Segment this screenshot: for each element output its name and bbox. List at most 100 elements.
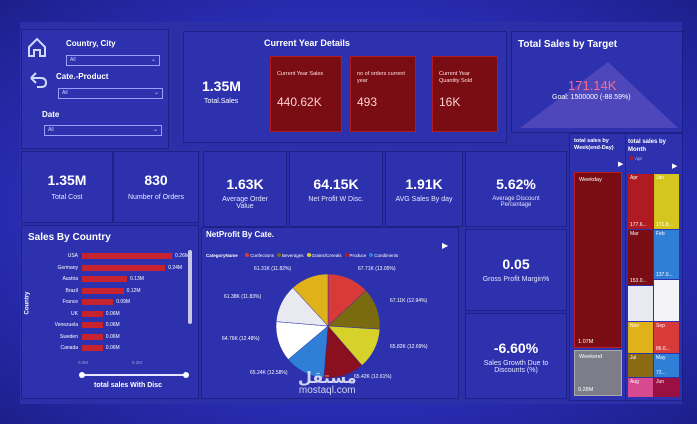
kpi-net-profit: 64.15K Net Profit W Disc. [290,152,382,226]
weekend-label: Weekend [579,354,603,360]
current-year-sales-box: Current Year Sales 440.62K [270,56,342,132]
bar-category-label: Germany [57,264,78,271]
country-bar[interactable] [82,322,103,328]
month-cell-label: Jun [656,379,665,385]
country-bar[interactable] [82,287,124,294]
month-legend-label: Apr [635,156,643,161]
chart-next-icon[interactable]: ▶ [618,161,624,168]
month-cell[interactable]: May 72... [654,354,679,377]
month-cell[interactable]: Jan 171.8... [654,174,679,229]
month-cell[interactable]: Jun [654,378,679,397]
legend-item[interactable]: Confections [245,253,274,258]
bar-category-label: Canada [60,345,78,351]
weekday-block: Weekday 1.07M [574,172,622,348]
watermark-arabic: مستقل [298,368,357,387]
month-cell[interactable]: Nov [628,322,653,353]
bar-category-label: Brazil [65,287,78,294]
month-cell[interactable] [654,280,679,321]
month-cell-value: 86.6... [656,346,670,352]
weekend-block: Weekend 0.28M [574,350,622,396]
kpi-label: Average Order Value [222,196,268,210]
country-bar[interactable] [82,310,103,317]
pie-slice-label: 61.31K (11.82%) [254,266,292,272]
sales-by-country-panel: Sales By Country Country USA 0.26M Germany… [22,226,198,398]
month-chart-title: total sales by Month [628,139,667,153]
cate-dropdown[interactable]: All ⌄ [58,88,163,99]
country-bar[interactable] [82,333,103,340]
country-bar[interactable] [82,299,114,305]
pie-slice[interactable] [292,273,329,327]
kpi-label: Gross Profit Margin% [482,276,550,283]
current-year-sales-value: 440.62K [277,95,322,109]
legend-next-icon[interactable]: ▶ [442,241,449,250]
total-sales-value: 1.35M [202,78,241,94]
month-cell-label: Jul [630,355,637,361]
bar-category-label: USA [67,253,78,259]
back-icon[interactable] [28,70,48,90]
legend-title: CategoryName [206,253,238,258]
month-cell-label: May [656,355,666,361]
month-cell[interactable]: Mar 153.0... [628,230,653,285]
kpi-value: 64.15K [313,176,359,192]
month-cell-label: Aug [630,379,639,385]
bar-category-label: Sweden [59,333,78,340]
legend-dot [245,253,250,257]
legend-item[interactable]: Condiments [369,253,398,258]
target-value: 171.14K [568,78,617,93]
bar-category-label: France [62,299,78,305]
country-bar[interactable] [82,264,166,271]
country-bar[interactable] [82,276,128,282]
month-cell[interactable]: Feb 137.0... [654,230,679,279]
kpi-value: 1.35M [47,172,87,188]
bar-value-label: 0.12M [126,287,141,294]
month-cell-value: 72... [656,370,666,376]
month-cell[interactable]: Aug [628,378,653,397]
bar-category-label: Austria [62,276,78,282]
month-cell-value: 171.8... [656,222,673,228]
kpi-label: AVG Sales By day [395,196,453,203]
kpi-avg-sales-by-day: 1.91K AVG Sales By day [386,152,462,226]
weekend-value: 0.28M [578,387,594,393]
month-panel: total sales by Month Apr ▶ Apr 177.6... Ja… [626,134,682,400]
country-bar[interactable] [82,345,103,351]
country-dropdown[interactable]: All ⌄ [66,55,160,66]
legend-label: Confections [250,252,274,258]
legend-dot [306,253,311,257]
month-cell-label: Feb [656,231,665,237]
slider-handle-right[interactable] [183,372,189,378]
pie-slice-label: 65.82K (12.69%) [390,344,428,350]
chart-next-icon[interactable]: ▶ [672,163,678,170]
country-bar-chart: USA 0.26M Germany 0.24M Austria 0.13M Brazil 0.… [22,226,198,398]
watermark: مستقل mostaql.com [298,368,357,396]
month-cell[interactable]: Sep 86.6... [654,322,679,353]
legend-item[interactable]: Grains/Cereals [306,252,342,258]
month-cell-label: Mar [630,231,639,237]
date-dropdown[interactable]: All ⌄ [44,125,162,136]
month-cell[interactable]: Apr 177.6... [628,174,653,229]
legend-label: Grains/Cereals [311,252,342,258]
kpi-label: Number of Orders [127,194,185,201]
scrollbar[interactable] [188,250,192,324]
orders-current-year-value: 493 [357,95,378,109]
current-year-title: Current Year Details [264,38,350,48]
country-dropdown-value: All [70,57,76,63]
weekday-label: Weekday [579,177,602,183]
legend-label: Beverages [281,252,304,258]
month-cell[interactable]: Jul [628,354,653,377]
kpi-avg-discount: 5.62% Average Discount Percentage [466,152,566,226]
target-panel: Total Sales by Target 171.14K Goal: 1500… [512,32,682,132]
cate-slicer-label: Cate.-Product [56,72,109,81]
legend-label: Produce [349,252,367,258]
range-slider[interactable] [79,372,189,378]
pie-slice-label: 67.11K (12.94%) [390,298,428,304]
month-cell-label: Apr [630,175,638,181]
month-cell[interactable] [628,286,653,321]
home-icon[interactable] [26,36,48,58]
slider-handle-left[interactable] [79,372,85,378]
kpi-average-order-value: 1.63K Average Order Value [204,152,286,226]
legend-item[interactable]: Beverages [276,252,304,258]
current-year-panel: Current Year Details 1.35M Total.Sales C… [184,32,506,142]
net-profit-title: NetProfit By Cate. [206,230,275,239]
country-bar[interactable] [82,253,173,259]
legend-item[interactable]: Produce [344,252,367,258]
